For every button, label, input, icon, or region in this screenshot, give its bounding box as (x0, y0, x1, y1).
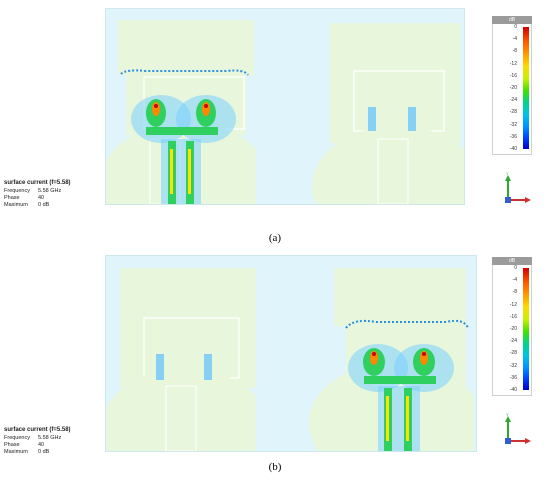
antenna-current-plot-a (106, 20, 464, 204)
left-patch (120, 268, 256, 388)
simulation-view-b (105, 255, 477, 452)
legend-colorbar (523, 27, 529, 149)
legend-tick: -12 (509, 61, 517, 67)
left-element-weak-current-b (156, 354, 212, 380)
legend-tick: 0 (514, 24, 517, 30)
right-element-weak-current-a (368, 107, 416, 131)
legend-tick: -36 (509, 134, 517, 140)
info-block-a: surface current (f=5.58) Frequency 5.58 G… (4, 180, 71, 209)
caption-a: (a) (268, 232, 282, 244)
panel-a: surface current (f=5.58) Frequency 5.58 G… (4, 8, 532, 244)
legend-tick: -24 (509, 97, 517, 103)
axes-triad-b: Y (498, 413, 531, 445)
info-title: surface current (f=5.58) (4, 427, 71, 433)
left-patch (118, 20, 254, 75)
caption-b: (b) (268, 461, 282, 473)
surface-current-hotspot-b (345, 319, 469, 451)
legend-unit: dB (492, 16, 532, 24)
legend-tick: -8 (512, 48, 517, 54)
simulation-view-a (105, 8, 465, 205)
info-block-b: surface current (f=5.58) Frequency 5.58 G… (4, 427, 71, 456)
legend-tick: -4 (512, 277, 517, 283)
legend-tick: -20 (509, 85, 517, 91)
legend-tick: -20 (509, 326, 517, 332)
panel-b: surface current (f=5.58) Frequency 5.58 G… (0, 245, 550, 482)
info-table: Frequency 5.58 GHz Phase 40 Maximum 0 dB (4, 435, 62, 455)
right-patch (334, 268, 466, 326)
legend-colorbar (523, 268, 529, 390)
legend-tick: -40 (509, 387, 517, 393)
legend-tick: -32 (509, 363, 517, 369)
info-table: Frequency 5.58 GHz Phase 40 Maximum 0 dB (4, 188, 62, 208)
axes-triad-a: Y (498, 172, 531, 204)
surface-current-hotspot-a (120, 69, 249, 204)
legend-tick: 0 (514, 265, 517, 271)
legend-tick: -32 (509, 122, 517, 128)
legend-tick: -28 (509, 350, 517, 356)
info-title: surface current (f=5.58) (4, 180, 71, 186)
legend-tick: -12 (509, 302, 517, 308)
legend-tick: -40 (509, 146, 517, 152)
legend-unit: dB (492, 257, 532, 265)
antenna-current-plot-b (106, 268, 474, 451)
legend-tick: -8 (512, 289, 517, 295)
legend-tick: -36 (509, 375, 517, 381)
color-legend-a: dB 0 -4 -8 -12 -16 -20 -24 -28 -32 -36 -… (492, 16, 532, 155)
right-patch (330, 23, 460, 143)
svg-text:Y: Y (506, 172, 509, 176)
svg-text:Y: Y (506, 413, 509, 417)
legend-tick: -28 (509, 109, 517, 115)
legend-tick: -4 (512, 36, 517, 42)
color-legend-b: dB 0 -4 -8 -12 -16 -20 -24 -28 -32 -36 -… (492, 257, 532, 396)
legend-tick: -16 (509, 314, 517, 320)
legend-tick: -16 (509, 73, 517, 79)
legend-tick: -24 (509, 338, 517, 344)
